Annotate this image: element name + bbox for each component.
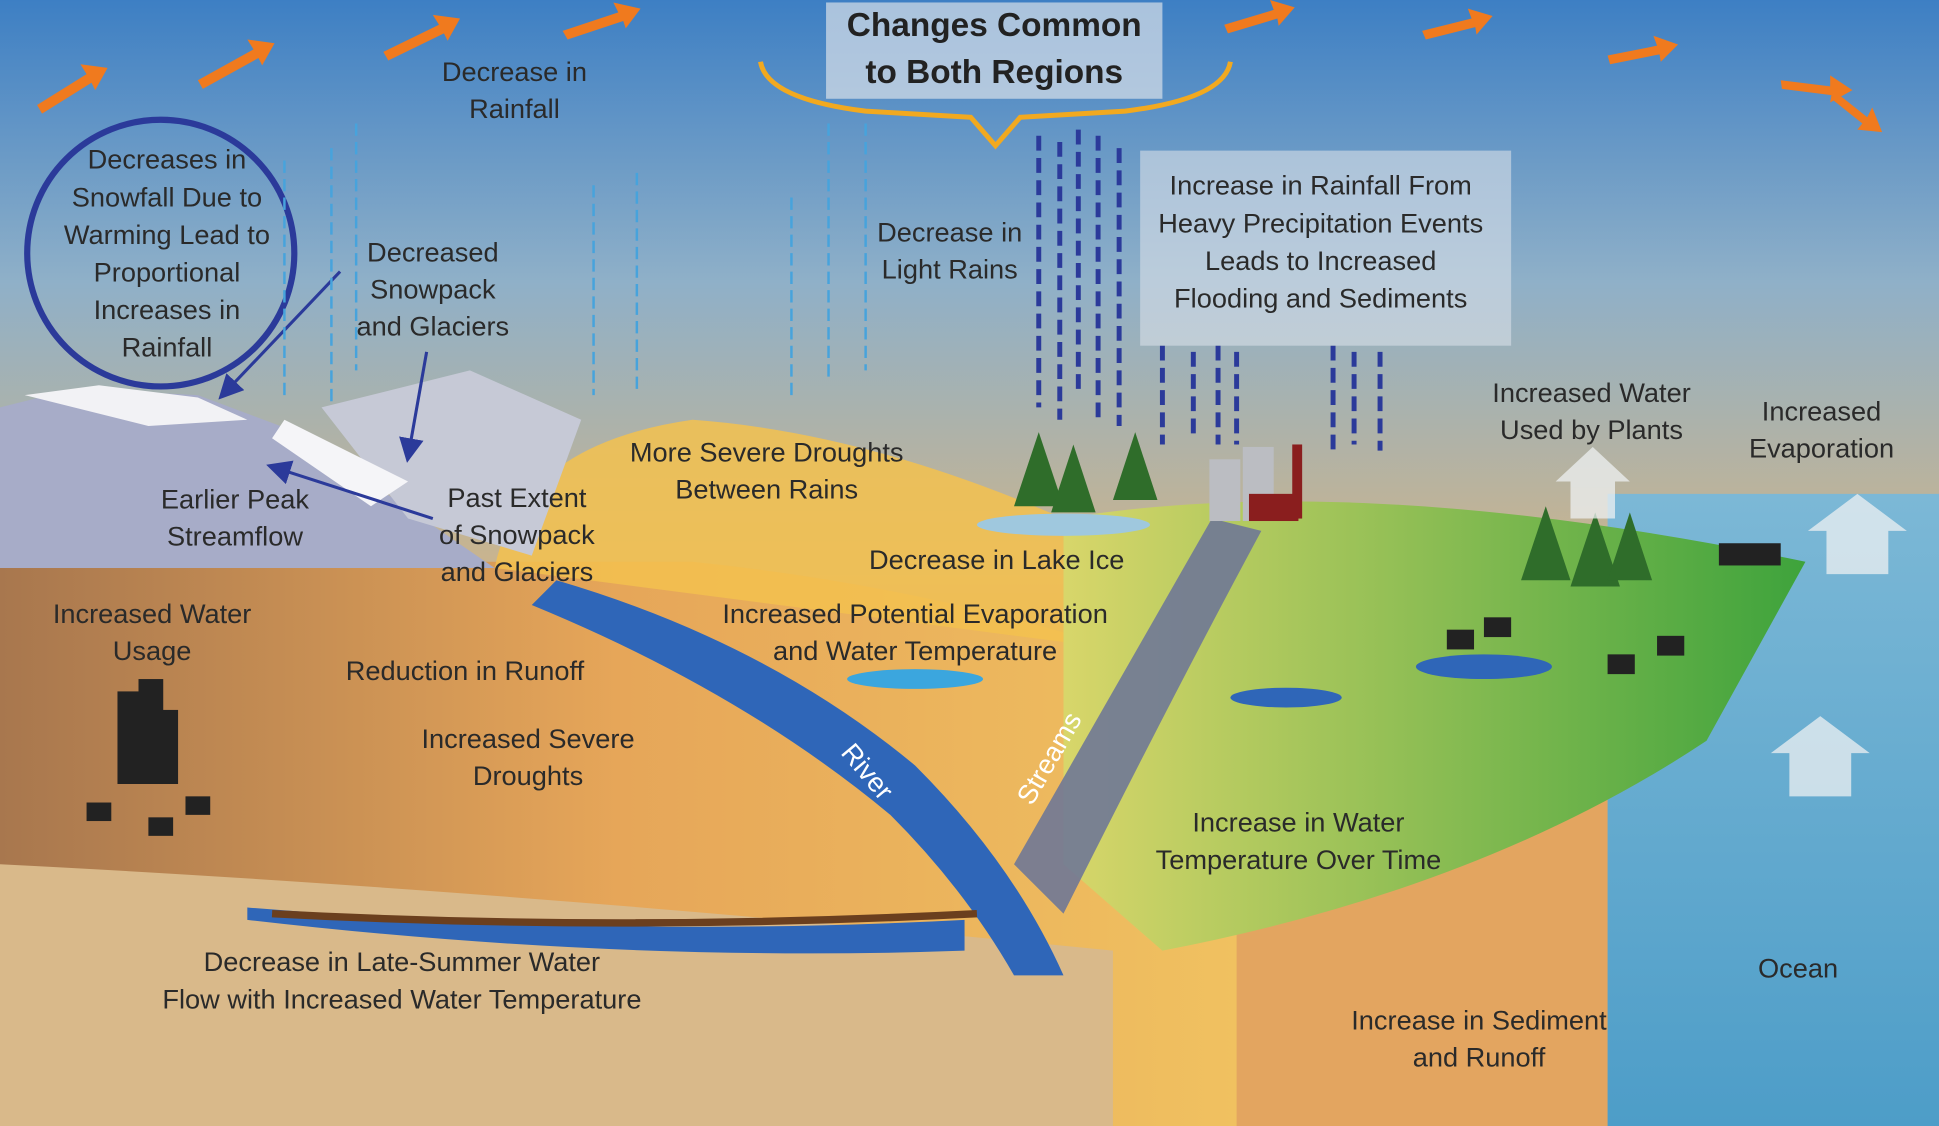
label-line: Increased Potential Evaporation	[722, 598, 1107, 629]
label-line: Proportional	[94, 257, 241, 288]
label: Increase in Water Temperature Over Time	[1156, 807, 1442, 875]
label-line: Temperature Over Time	[1156, 844, 1442, 875]
label-line: and Glaciers	[441, 556, 594, 587]
label-line: Reduction in Runoff	[346, 655, 585, 686]
label: Ocean	[1758, 953, 1838, 984]
title: Changes Common to Both Regions	[847, 7, 1142, 91]
label-line: Increase in Water	[1192, 807, 1404, 838]
label-line: and Water Temperature	[773, 635, 1057, 666]
label-line: Rainfall	[469, 93, 560, 124]
label-line: Decreases in	[88, 144, 247, 175]
label-line: Decrease in Lake Ice	[869, 544, 1124, 575]
label: Earlier Peak Streamflow	[161, 483, 310, 551]
label-line: Streamflow	[167, 521, 303, 552]
label-line: Between Rains	[675, 474, 858, 505]
label-line: Snowfall Due to	[72, 181, 262, 212]
label-line: Flooding and Sediments	[1174, 283, 1467, 314]
label-line: Past Extent	[447, 482, 587, 513]
label-line: Increased Severe	[421, 723, 634, 754]
label-line: More Severe Droughts	[630, 437, 904, 468]
label-line: Decrease in	[877, 217, 1022, 248]
label: Increased Potential Evaporation and Water…	[722, 598, 1107, 666]
label-line: Used by Plants	[1500, 414, 1683, 445]
label-line: Evaporation	[1749, 433, 1894, 464]
label-line: and Glaciers	[356, 311, 509, 342]
label-line: of Snowpack	[439, 519, 595, 550]
label-line: to Both Regions	[865, 54, 1123, 91]
label: Increased Water Used by Plants	[1492, 377, 1691, 445]
label-line: Increase in Rainfall From	[1170, 170, 1472, 201]
label: Reduction in Runoff	[346, 655, 585, 686]
label-line: Increases in	[94, 294, 241, 325]
label: Decreases in Snowfall Due to Warming Lead …	[64, 144, 270, 363]
label: More Severe Droughts Between Rains	[630, 437, 904, 505]
label: Decrease in Late-Summer Water Flow with I…	[162, 946, 641, 1014]
label-line: Usage	[113, 635, 192, 666]
label-line: Ocean	[1758, 953, 1838, 984]
label: Decrease in Light Rains	[877, 217, 1022, 285]
label: Decreased Snowpack and Glaciers	[356, 237, 509, 342]
label-line: Earlier Peak	[161, 483, 310, 514]
label: Increased Evaporation	[1749, 396, 1894, 464]
label: Increased Water Usage	[53, 598, 252, 666]
label-line: Increased	[1762, 396, 1881, 427]
labels: Changes Common to Both Regions Decrease in…	[53, 7, 1894, 1073]
label-line: Decrease in Late-Summer Water	[204, 946, 600, 977]
label-line: Warming Lead to	[64, 219, 270, 250]
label-line: Increased Water	[53, 598, 252, 629]
label: Past Extent of Snowpack and Glaciers	[439, 482, 595, 587]
label: Decrease in Lake Ice	[869, 544, 1124, 575]
label-line: Increase in Sediment	[1351, 1004, 1607, 1035]
label-line: Leads to Increased	[1205, 245, 1436, 276]
label-line: Increased Water	[1492, 377, 1691, 408]
label-line: and Runoff	[1413, 1042, 1546, 1073]
label-line: Heavy Precipitation Events	[1158, 208, 1483, 239]
label-line: Changes Common	[847, 7, 1142, 44]
label-line: Decrease in	[442, 56, 587, 87]
label-line: Snowpack	[370, 274, 496, 305]
label-line: Rainfall	[122, 332, 213, 363]
label: Increase in Sediment and Runoff	[1351, 1004, 1607, 1072]
label: Decrease in Rainfall	[442, 56, 587, 124]
label-line: Decreased	[367, 237, 499, 268]
label-line: Light Rains	[882, 254, 1018, 285]
label-line: Droughts	[473, 760, 583, 791]
label: Increase in Rainfall From Heavy Precipita…	[1158, 170, 1483, 314]
label: Increased Severe Droughts	[421, 723, 634, 791]
label-line: Flow with Increased Water Temperature	[162, 984, 641, 1015]
